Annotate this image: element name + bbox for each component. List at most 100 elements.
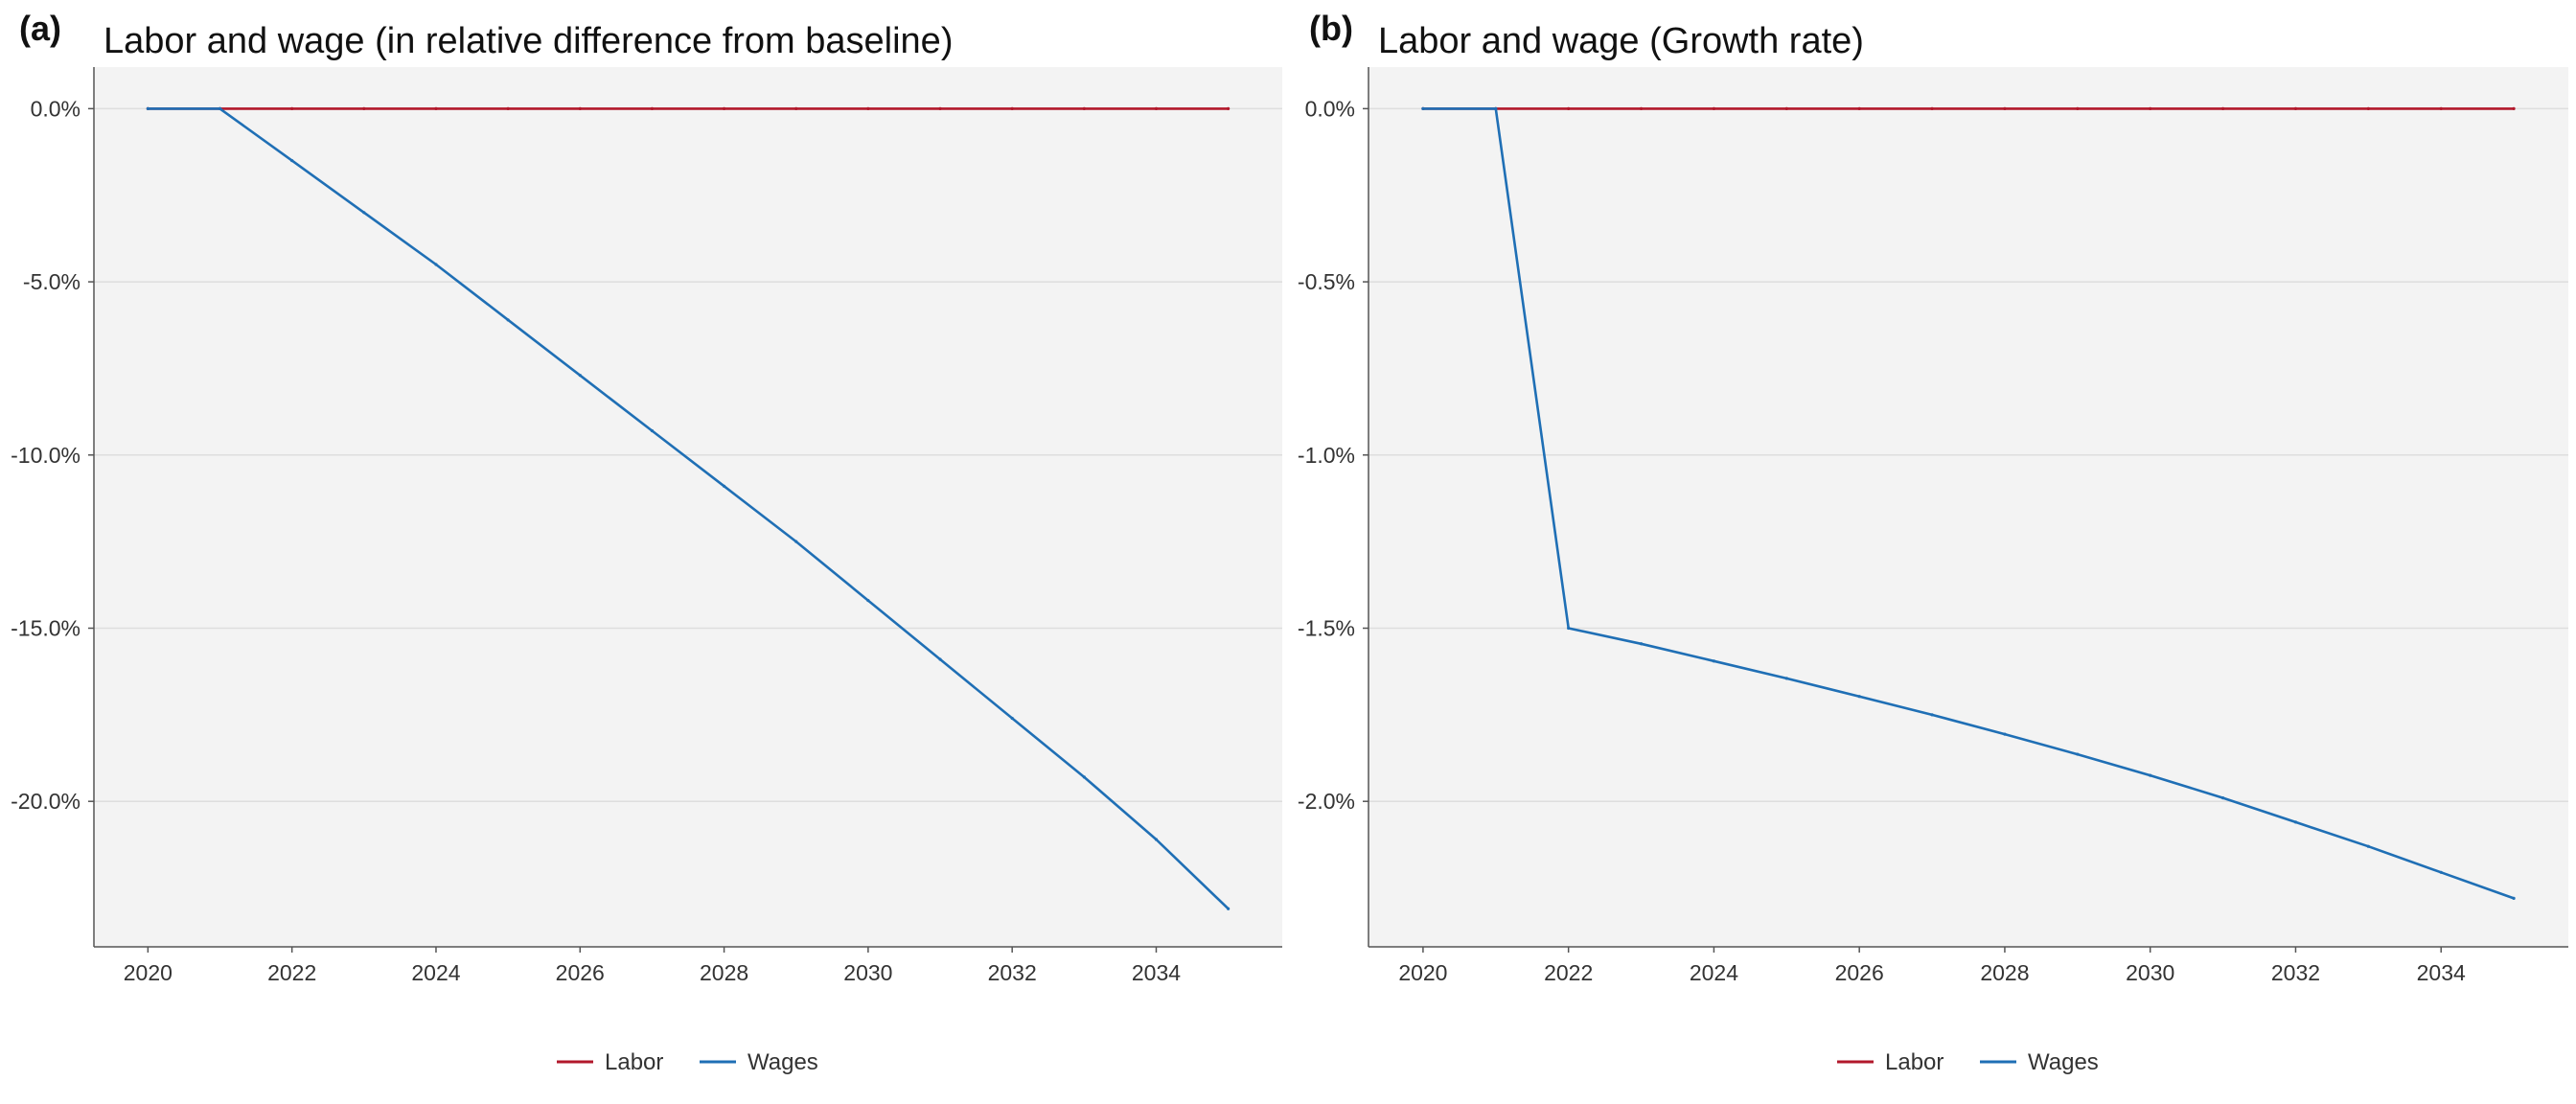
data-point-labor (794, 106, 798, 110)
data-point-labor (1010, 106, 1014, 110)
chart-title: Labor and wage (Growth rate) (1378, 21, 1864, 61)
x-tick-label: 2028 (700, 960, 748, 985)
data-point-wages (1930, 713, 1934, 717)
data-point-labor (1227, 106, 1230, 110)
x-tick-label: 2032 (988, 960, 1037, 985)
data-point-wages (2512, 896, 2516, 901)
x-tick-label: 2020 (1398, 960, 1447, 985)
data-point-wages (1857, 695, 1861, 699)
chart-title: Labor and wage (in relative difference f… (104, 21, 953, 61)
data-point-labor (290, 106, 294, 110)
data-point-wages (1154, 838, 1159, 841)
data-point-wages (794, 540, 798, 543)
data-point-wages (2076, 752, 2080, 756)
data-point-wages (1227, 907, 1230, 910)
y-tick-label: -20.0% (11, 789, 80, 814)
x-tick-label: 2030 (843, 960, 892, 985)
data-point-wages (1082, 775, 1086, 779)
legend-label: Labor (1885, 1049, 1944, 1075)
x-tick-label: 2024 (411, 960, 460, 985)
data-point-labor (2293, 106, 2298, 110)
plot-background (1368, 67, 2568, 947)
data-point-wages (1494, 106, 1498, 110)
y-tick-label: -1.5% (1298, 615, 1355, 640)
legend: Labor Wages (1837, 1049, 2099, 1075)
x-tick-label: 2032 (2271, 960, 2320, 985)
data-point-wages (1567, 626, 1571, 631)
data-point-labor (506, 106, 510, 110)
data-point-labor (434, 106, 438, 110)
data-point-wages (1712, 659, 1716, 663)
legend-label: Labor (605, 1049, 663, 1075)
data-point-labor (362, 106, 366, 110)
legend: Labor Wages (557, 1049, 818, 1075)
data-point-wages (2220, 795, 2225, 800)
y-tick-label: -0.5% (1298, 269, 1355, 294)
data-point-wages (2439, 870, 2443, 874)
x-tick-label: 2034 (2417, 960, 2466, 985)
panel-label: (a) (19, 9, 61, 48)
panel-label: (b) (1309, 9, 1353, 48)
chart-panel-b: (b) Labor and wage (Growth rate) 0.0% -0.5%… (1298, 9, 2568, 1075)
data-point-wages (146, 106, 150, 110)
x-tick-label: 2028 (1980, 960, 2029, 985)
data-point-labor (2003, 106, 2007, 110)
legend-label: Wages (748, 1049, 818, 1075)
data-point-wages (2366, 844, 2370, 848)
data-point-labor (1857, 106, 1861, 110)
data-point-labor (2439, 106, 2443, 110)
data-point-labor (2366, 106, 2370, 110)
data-point-wages (1421, 106, 1425, 110)
x-tick-label: 2022 (1544, 960, 1593, 985)
data-point-labor (1639, 106, 1644, 110)
data-point-labor (1784, 106, 1788, 110)
x-tick-label: 2026 (556, 960, 605, 985)
y-tick-label: -2.0% (1298, 789, 1355, 814)
data-point-labor (1712, 106, 1716, 110)
data-point-labor (866, 106, 870, 110)
x-tick-label: 2030 (2126, 960, 2174, 985)
data-point-wages (866, 598, 870, 603)
data-point-labor (578, 106, 582, 110)
y-tick-label: -10.0% (11, 443, 80, 468)
x-tick-label: 2022 (267, 960, 316, 985)
data-point-labor (1567, 106, 1571, 110)
data-point-wages (650, 428, 655, 433)
series-line-wages (148, 107, 1230, 910)
x-tick-label: 2026 (1835, 960, 1884, 985)
data-point-labor (938, 106, 942, 110)
data-point-wages (2003, 732, 2007, 736)
y-tick-label: -15.0% (11, 615, 80, 640)
x-tick-label: 2024 (1690, 960, 1738, 985)
chart-panel-a: (a) Labor and wage (in relative differenc… (11, 9, 1282, 1075)
data-point-labor (2149, 106, 2152, 110)
y-tick-label: -1.0% (1298, 443, 1355, 468)
data-point-wages (434, 263, 438, 266)
data-point-wages (722, 484, 726, 488)
x-tick-label: 2034 (1132, 960, 1181, 985)
data-point-wages (938, 657, 942, 661)
data-point-wages (578, 374, 582, 378)
data-point-wages (290, 158, 294, 163)
data-point-labor (1930, 106, 1934, 110)
data-point-wages (2149, 773, 2152, 777)
data-point-wages (218, 106, 222, 110)
plot-background (94, 67, 1282, 947)
data-point-labor (1082, 106, 1086, 110)
data-point-wages (1010, 716, 1014, 721)
data-point-labor (2220, 106, 2225, 110)
legend-label: Wages (2028, 1049, 2099, 1075)
data-point-labor (650, 106, 655, 110)
data-point-wages (1784, 677, 1788, 680)
data-point-wages (2293, 820, 2298, 824)
data-point-labor (2076, 106, 2080, 110)
data-point-labor (1154, 106, 1159, 110)
y-tick-label: -5.0% (23, 269, 80, 294)
data-point-labor (722, 106, 726, 110)
y-tick-label: 0.0% (31, 96, 80, 121)
data-point-wages (1639, 642, 1644, 646)
data-point-wages (506, 318, 510, 322)
y-tick-label: 0.0% (1305, 96, 1355, 121)
data-point-labor (2512, 106, 2516, 110)
